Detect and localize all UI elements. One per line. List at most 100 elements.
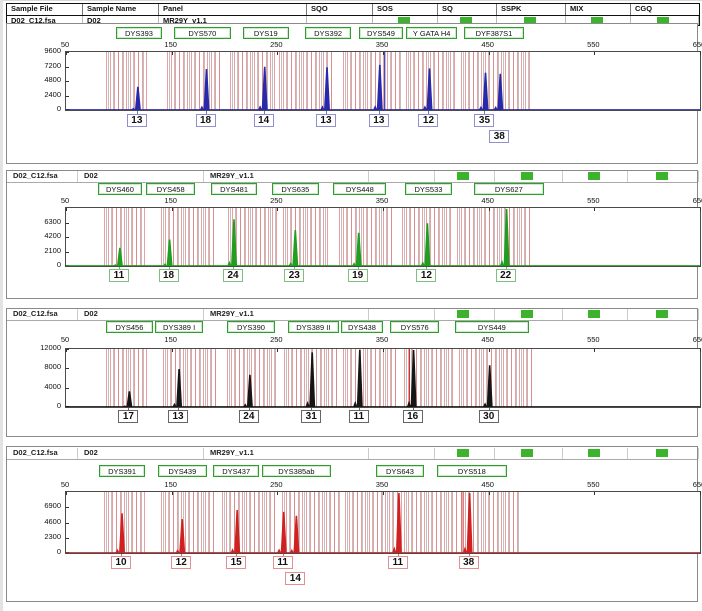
- bin-stripe-region: [459, 349, 534, 407]
- bin-stripe-region: [404, 492, 457, 553]
- allele-label[interactable]: 23: [284, 269, 305, 282]
- marker-box-dys448[interactable]: DYS448: [333, 183, 387, 195]
- panel-meta-row[interactable]: D02_C12.fsa D02 MR29Y_v1.1: [7, 309, 699, 321]
- marker-box-dys570[interactable]: DYS570: [173, 27, 231, 39]
- marker-box-dys19[interactable]: DYS19: [242, 27, 289, 39]
- allele-label[interactable]: 13: [315, 114, 336, 127]
- allele-label[interactable]: 12: [171, 556, 192, 569]
- y-axis-tick-mark: [66, 387, 69, 389]
- panel-meta-cell: [563, 171, 628, 182]
- marker-box-dyf387s1[interactable]: DYF387S1: [464, 27, 524, 39]
- allele-label[interactable]: 17: [118, 410, 139, 423]
- allele-label[interactable]: 11: [272, 556, 293, 569]
- quality-flag: [457, 310, 469, 318]
- y-axis-tick-mark: [66, 368, 69, 370]
- y-axis-tick-mark: [66, 507, 69, 509]
- bin-stripe-region: [106, 349, 149, 407]
- quality-flag: [457, 172, 469, 180]
- allele-label[interactable]: 24: [223, 269, 243, 282]
- marker-box-dys389-ii[interactable]: DYS389 II: [287, 321, 339, 333]
- marker-box-dys460[interactable]: DYS460: [97, 183, 143, 195]
- allele-label[interactable]: 18: [195, 114, 216, 127]
- x-axis-tick-mark: [277, 492, 279, 495]
- marker-box-dys549[interactable]: DYS549: [358, 27, 404, 39]
- y-axis-tick-label: 6300: [44, 216, 61, 226]
- marker-box-dys576[interactable]: DYS576: [390, 321, 440, 333]
- marker-box-dys456[interactable]: DYS456: [106, 321, 153, 333]
- allele-connector: [233, 267, 234, 269]
- allele-label[interactable]: 13: [126, 114, 147, 127]
- x-axis-tick-label: 250: [270, 196, 283, 205]
- x-axis-tick-mark: [700, 492, 701, 495]
- y-axis-tick-label: 7200: [44, 60, 61, 70]
- allele-label[interactable]: 12: [418, 114, 439, 127]
- accent-line: [461, 492, 465, 553]
- marker-box-dys518[interactable]: DYS518: [436, 465, 507, 477]
- quality-flag-sq: [459, 17, 472, 25]
- allele-label[interactable]: 31: [301, 410, 322, 423]
- y-axis-tick-label: 2300: [44, 531, 61, 541]
- panel-blue-dye: DYS393 DYS570 DYS19 DYS392 DYS549 Y GATA H4 DY…: [6, 23, 702, 164]
- marker-box-dys392[interactable]: DYS392: [304, 27, 352, 39]
- marker-box-dys439[interactable]: DYS439: [157, 465, 207, 477]
- accent-line: [384, 52, 386, 110]
- allele-label[interactable]: 35: [474, 114, 495, 127]
- allele-label[interactable]: 22: [495, 269, 516, 282]
- marker-box-dys437[interactable]: DYS437: [212, 465, 260, 477]
- summary-column-header: CGQ: [635, 4, 653, 13]
- panel-meta-cell: [435, 448, 495, 459]
- panel-meta-row[interactable]: D02_C12.fsa D02 MR29Y_v1.1: [7, 171, 699, 183]
- trace-green: [66, 209, 700, 266]
- allele-label[interactable]: 30: [478, 410, 499, 423]
- allele-label[interactable]: 16: [402, 410, 423, 423]
- marker-box-dys635[interactable]: DYS635: [272, 183, 319, 195]
- marker-box-dys389-i[interactable]: DYS389 I: [154, 321, 204, 333]
- allele-label[interactable]: 10: [111, 556, 131, 569]
- allele-label[interactable]: 13: [368, 114, 389, 127]
- plot-area-black: [65, 348, 701, 408]
- marker-box-dys627[interactable]: DYS627: [473, 183, 544, 195]
- allele-label[interactable]: 15: [226, 556, 247, 569]
- allele-connector: [181, 554, 183, 556]
- panel-meta-cell: [628, 171, 699, 182]
- summary-column-header: MIX: [566, 4, 631, 15]
- bin-stripe-region: [456, 208, 534, 266]
- summary-data-row[interactable]: D02_C12.fsa D02 MR29Y_v1.1: [7, 16, 699, 25]
- x-axis-tick-label: 150: [164, 335, 177, 344]
- marker-box-dys385ab[interactable]: DYS385ab: [261, 465, 332, 477]
- allele-label[interactable]: 38: [489, 130, 510, 143]
- x-axis-tick-mark: [700, 208, 701, 211]
- x-axis-tick-mark: [66, 349, 67, 352]
- x-axis-tick-mark: [277, 349, 279, 352]
- allele-label[interactable]: 11: [348, 410, 369, 423]
- allele-label[interactable]: 11: [108, 269, 129, 282]
- allele-label[interactable]: 19: [347, 269, 368, 282]
- x-axis-tick-label: 650: [692, 480, 702, 489]
- marker-box-dys438[interactable]: DYS438: [340, 321, 384, 333]
- allele-label[interactable]: 11: [387, 556, 408, 569]
- panel-meta-cell: [369, 448, 435, 459]
- x-axis-tick-label: 50: [60, 196, 70, 205]
- x-axis-tick-label: 150: [164, 40, 177, 49]
- marker-box-dys391[interactable]: DYS391: [98, 465, 146, 477]
- marker-box-dys458[interactable]: DYS458: [146, 183, 195, 195]
- marker-box-y-gata-h4[interactable]: Y GATA H4: [406, 27, 458, 39]
- allele-label[interactable]: 12: [416, 269, 437, 282]
- allele-label[interactable]: 38: [458, 556, 479, 569]
- allele-label[interactable]: 14: [253, 114, 274, 127]
- allele-label[interactable]: 24: [238, 410, 259, 423]
- allele-connector: [468, 554, 470, 556]
- allele-label[interactable]: 14: [285, 572, 306, 585]
- marker-box-dys643[interactable]: DYS643: [375, 465, 425, 477]
- x-axis-tick-mark: [66, 492, 67, 495]
- marker-box-dys533[interactable]: DYS533: [405, 183, 452, 195]
- allele-label[interactable]: 13: [168, 410, 189, 423]
- marker-box-dys393[interactable]: DYS393: [115, 27, 163, 39]
- x-axis-tick-label: 550: [587, 480, 600, 489]
- allele-label[interactable]: 18: [158, 269, 179, 282]
- x-axis-tick-mark: [383, 349, 384, 352]
- marker-box-dys481[interactable]: DYS481: [210, 183, 258, 195]
- marker-box-dys390[interactable]: DYS390: [226, 321, 276, 333]
- marker-box-dys449[interactable]: DYS449: [454, 321, 529, 333]
- panel-meta-row[interactable]: D02_C12.fsa D02 MR29Y_v1.1: [7, 448, 699, 460]
